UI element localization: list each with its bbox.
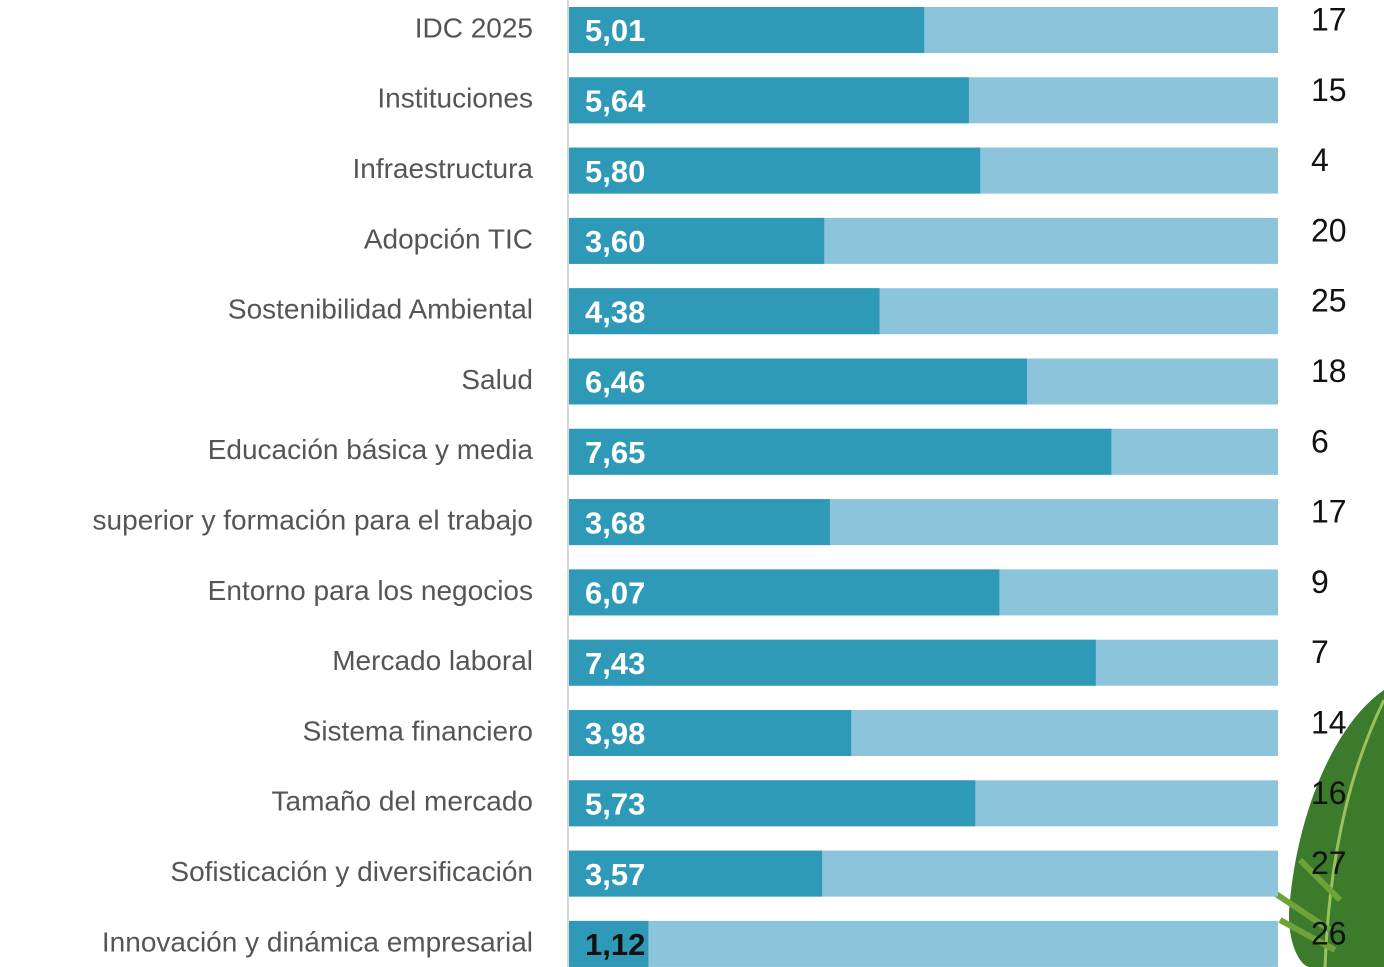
rank-label: 27 — [1311, 845, 1347, 881]
category-label: Educación básica y media — [208, 434, 534, 465]
category-label: IDC 2025 — [415, 12, 533, 43]
rank-label: 16 — [1311, 775, 1347, 811]
bar — [569, 428, 1112, 475]
value-label: 5,73 — [585, 786, 645, 821]
category-label: Sostenibilidad Ambiental — [228, 294, 533, 325]
category-label: Salud — [461, 364, 533, 395]
rank-label: 15 — [1311, 72, 1347, 108]
bar — [569, 569, 1000, 616]
category-label: Innovación y dinámica empresarial — [102, 926, 533, 957]
value-label: 5,80 — [585, 154, 645, 189]
value-label: 6,07 — [585, 576, 645, 611]
bar — [569, 710, 852, 756]
category-label: Sistema financiero — [303, 715, 533, 746]
bar — [569, 850, 823, 897]
value-label: 3,68 — [585, 505, 645, 540]
value-label: 5,64 — [585, 83, 646, 118]
bar — [569, 288, 880, 335]
value-label: 3,60 — [585, 224, 645, 259]
value-label: 3,57 — [585, 857, 645, 892]
rank-label: 6 — [1311, 423, 1329, 459]
value-label: 7,43 — [585, 646, 645, 681]
category-label: Tamaño del mercado — [272, 786, 533, 817]
category-label: superior y formación para el trabajo — [93, 504, 533, 535]
rank-label: 26 — [1311, 915, 1347, 951]
category-label: Sofisticación y diversificación — [170, 856, 533, 887]
rank-label: 14 — [1311, 704, 1347, 740]
category-label: Instituciones — [377, 83, 533, 114]
bar — [569, 217, 825, 264]
category-label: Adopción TIC — [364, 223, 533, 254]
rank-label: 9 — [1311, 564, 1329, 600]
leaf-decoration — [1268, 690, 1384, 967]
bar — [569, 920, 649, 967]
rank-label: 7 — [1311, 634, 1329, 670]
bar — [569, 780, 976, 827]
rank-label: 20 — [1311, 212, 1347, 248]
rank-label: 17 — [1311, 494, 1347, 530]
bar — [569, 499, 830, 546]
category-label: Mercado laboral — [332, 645, 533, 676]
rank-label: 17 — [1311, 1, 1347, 37]
value-label: 1,12 — [585, 927, 645, 962]
rank-label: 4 — [1311, 142, 1329, 178]
bar — [569, 639, 1096, 686]
value-label: 7,65 — [585, 435, 645, 470]
value-label: 4,38 — [585, 294, 645, 329]
bar — [569, 7, 925, 53]
bar — [569, 147, 981, 194]
bar — [569, 77, 969, 124]
category-label: Entorno para los negocios — [208, 575, 533, 606]
value-label: 5,01 — [585, 13, 645, 48]
rank-label: 18 — [1311, 353, 1347, 389]
value-label: 6,46 — [585, 365, 645, 400]
rank-label: 25 — [1311, 283, 1347, 319]
bar-track — [569, 920, 1278, 967]
bar — [569, 358, 1028, 405]
category-label: Infraestructura — [352, 153, 533, 184]
value-label: 3,98 — [585, 716, 645, 751]
